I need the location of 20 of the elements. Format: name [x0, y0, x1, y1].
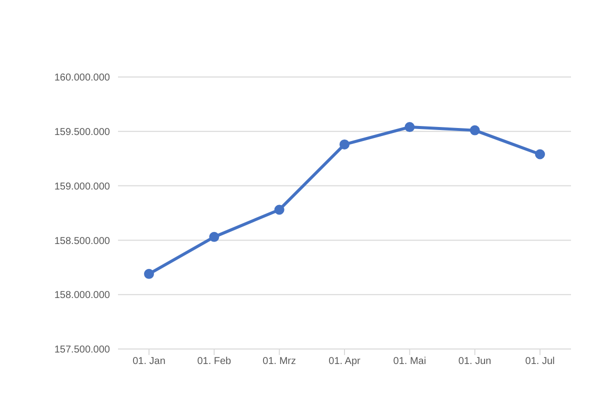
x-tick-label: 01. Mrz — [262, 356, 296, 368]
y-tick-label: 158.500.000 — [54, 236, 110, 247]
x-tick-label: 01. Apr — [328, 356, 362, 368]
x-tick-label: 01. Jun — [458, 356, 492, 368]
x-tick-label: 01. Jul — [525, 356, 555, 368]
point — [274, 204, 284, 215]
point — [470, 125, 480, 136]
point — [535, 149, 545, 160]
y-tick-label: 160.000.000 — [54, 72, 110, 84]
point — [404, 122, 415, 132]
point — [209, 232, 220, 242]
y-tick-label: 157.500.000 — [54, 344, 110, 356]
point — [340, 139, 350, 150]
y-tick-label: 158.000.000 — [54, 290, 110, 302]
y-tick-label: 159.500.000 — [54, 126, 110, 138]
point — [144, 268, 154, 279]
x-tick-label: 01. Mai — [393, 356, 426, 368]
y-tick-label: 159.000.000 — [54, 181, 110, 192]
x-tick-label: 01. Jan — [132, 356, 166, 368]
x-tick-label: 01. Feb — [197, 356, 232, 368]
